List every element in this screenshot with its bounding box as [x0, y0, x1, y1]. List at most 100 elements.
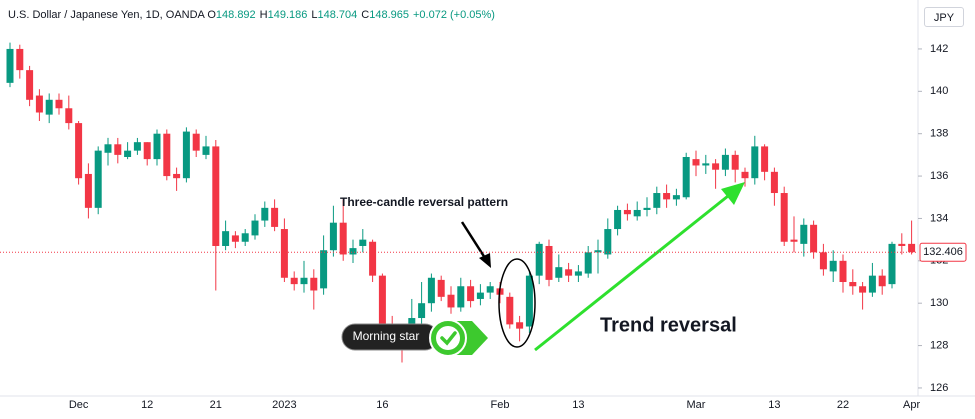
candle-body [790, 239, 798, 242]
candle-body [516, 322, 524, 329]
candle-body [810, 224, 818, 253]
candle-body [231, 235, 239, 242]
candle-body [300, 277, 308, 285]
candle-body [182, 131, 190, 179]
candle-body [84, 173, 92, 208]
candle-body [839, 260, 847, 283]
candle-body [163, 133, 171, 177]
candle-body [378, 275, 386, 327]
candle-body [133, 142, 141, 151]
ohlc-key: H [259, 9, 268, 21]
x-tick-label: 12 [141, 399, 153, 411]
candle-body [339, 222, 347, 255]
morning-star-callout [341, 319, 488, 357]
candle-body [506, 296, 514, 325]
candle-body [241, 233, 249, 242]
y-tick-label: 130 [930, 297, 948, 309]
candle-body [75, 123, 83, 179]
candle-body [261, 207, 269, 221]
candle-body [359, 239, 367, 246]
candle-body [6, 48, 14, 83]
y-tick-label: 126 [930, 382, 948, 394]
annotation-trend: Trend reversal [600, 314, 737, 336]
candle-body [94, 150, 102, 208]
candle-body [290, 277, 298, 285]
x-tick-label: 13 [768, 399, 780, 411]
pattern-arrow [460, 221, 491, 268]
candle-body [437, 279, 445, 297]
candles [6, 42, 916, 363]
x-tick-label: 13 [572, 399, 584, 411]
candle-body [104, 144, 112, 153]
candle-body [329, 222, 337, 251]
candle-body [545, 245, 553, 280]
candle-body [849, 282, 857, 287]
x-tick-label: Mar [687, 399, 706, 411]
candle-body [280, 229, 288, 278]
candle-body [731, 154, 739, 170]
symbol-header: U.S. Dollar / Japanese Yen, 1D, OANDA O 1… [8, 9, 499, 21]
candle-body [653, 193, 661, 208]
candle-body [143, 142, 151, 160]
candle-body [712, 163, 720, 170]
candle-body [780, 193, 788, 242]
candle-body [800, 224, 808, 244]
ohlc-value: 148.704 [317, 9, 358, 21]
y-tick-label: 128 [930, 339, 948, 351]
y-tick-label: 136 [930, 170, 948, 182]
candle-body [173, 173, 181, 179]
candle-body [192, 133, 200, 151]
ohlc-key: O [207, 9, 216, 21]
annotation-pattern: Three-candle reversal pattern [340, 195, 508, 209]
candle-body [320, 250, 328, 289]
annotation-star: Morning star [353, 329, 420, 343]
symbol-title: U.S. Dollar / Japanese Yen, 1D, OANDA [8, 9, 205, 21]
candle-body [672, 195, 680, 200]
candle-body [476, 292, 484, 299]
x-tick-label: 21 [210, 399, 222, 411]
candle-body [310, 277, 318, 291]
candle-body [114, 144, 122, 155]
candle-body [888, 243, 896, 285]
candle-body [222, 231, 230, 246]
candle-body [878, 275, 886, 287]
candle-body [65, 108, 73, 124]
candle-body [770, 171, 778, 194]
candle-body [26, 70, 34, 100]
candle-body [427, 277, 435, 304]
candle-body [574, 271, 582, 276]
candle-body [271, 207, 279, 227]
candle-body [16, 48, 24, 71]
candle-body [819, 252, 827, 270]
candle-body [741, 171, 749, 179]
candle-body [623, 209, 631, 215]
candle-body [535, 243, 543, 276]
pattern-ellipse [498, 258, 536, 348]
candle-body [859, 286, 867, 293]
candle-body [202, 146, 210, 155]
candle-body [418, 303, 426, 319]
candle-body [124, 150, 132, 158]
last-price-box [919, 242, 967, 262]
candle-body [467, 286, 475, 302]
ohlc-value: 148.965 [369, 9, 409, 21]
candle-body [486, 286, 494, 293]
candle-body [555, 267, 563, 278]
candle-body [761, 146, 769, 172]
candle-body [633, 209, 641, 217]
y-tick-label: 138 [930, 128, 948, 140]
currency-button[interactable]: JPY [924, 7, 964, 27]
candle-body [349, 248, 357, 255]
candle-body [604, 229, 612, 255]
candle-body [457, 286, 465, 308]
x-tick-label: 2023 [272, 399, 296, 411]
y-tick-label: 142 [930, 43, 948, 55]
candle-body [525, 275, 533, 327]
candle-body [682, 157, 690, 198]
ohlc-key: C [361, 9, 370, 21]
candle-body [447, 294, 455, 308]
candle-body [55, 99, 63, 109]
x-tick-label: 22 [837, 399, 849, 411]
